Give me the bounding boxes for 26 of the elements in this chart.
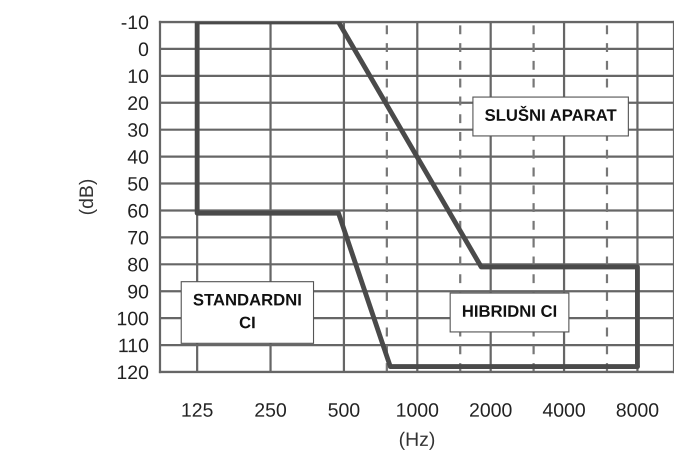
x-tick-label: 1000 <box>397 403 438 417</box>
x-tick-label: 2000 <box>470 403 512 417</box>
y-tick-label: 80 <box>128 258 148 272</box>
y-tick-label: 10 <box>128 69 148 84</box>
annotation: SLUŠNI APARAT <box>485 106 617 121</box>
y-tick-label: 20 <box>128 96 148 110</box>
x-tick-label: 4000 <box>542 403 585 417</box>
x-tick-label: 250 <box>255 403 286 417</box>
y-tick-label: -10 <box>122 15 148 30</box>
x-axis-title: (Hz) <box>400 432 434 450</box>
y-tick-label: 60 <box>128 204 148 218</box>
annotation: STANDARDNI CI <box>193 294 301 328</box>
y-tick-label: 0 <box>138 42 148 56</box>
y-tick-label: 30 <box>128 123 148 137</box>
y-tick-label: 40 <box>128 150 148 164</box>
x-tick-label: 8000 <box>616 403 658 417</box>
y-tick-label: 120 <box>118 365 148 380</box>
annotation: HIBRIDNI CI <box>462 305 556 317</box>
x-tick-label: 125 <box>182 403 213 417</box>
y-tick-label: 110 <box>119 338 148 352</box>
y-tick-label: 100 <box>118 312 148 326</box>
y-axis-title: (dB) <box>78 180 97 214</box>
x-tick-label: 500 <box>328 403 360 417</box>
y-tick-label: 70 <box>128 230 148 245</box>
y-tick-label: 90 <box>128 284 148 298</box>
y-tick-label: 50 <box>128 177 148 191</box>
